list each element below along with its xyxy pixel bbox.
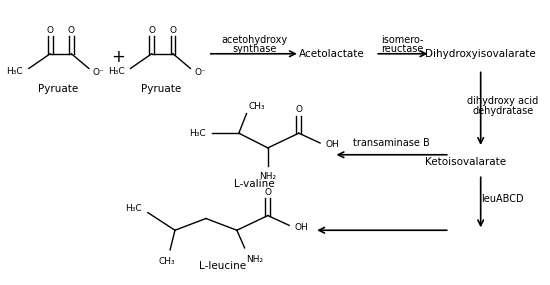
Text: NH₂: NH₂ xyxy=(246,255,263,264)
Text: H₃C: H₃C xyxy=(7,67,23,76)
Text: L-valine: L-valine xyxy=(234,179,274,189)
Text: CH₃: CH₃ xyxy=(249,102,265,111)
Text: leuABCD: leuABCD xyxy=(482,194,524,204)
Text: Dihydroxyisovalarate: Dihydroxyisovalarate xyxy=(425,49,536,59)
Text: O: O xyxy=(295,105,303,114)
Text: Pyruate: Pyruate xyxy=(38,84,78,94)
Text: NH₂: NH₂ xyxy=(259,172,277,182)
Text: Ketoisovalarate: Ketoisovalarate xyxy=(425,157,506,167)
Text: H₃C: H₃C xyxy=(108,67,125,76)
Text: acetohydroxy: acetohydroxy xyxy=(221,35,287,45)
Text: reuctase: reuctase xyxy=(381,44,424,54)
Text: dihydroxy acid: dihydroxy acid xyxy=(468,96,538,106)
Text: O: O xyxy=(47,26,54,35)
Text: H₃C: H₃C xyxy=(125,204,142,213)
Text: O⁻: O⁻ xyxy=(194,68,206,77)
Text: dehydratase: dehydratase xyxy=(472,106,534,116)
Text: +: + xyxy=(111,48,125,66)
Text: O: O xyxy=(169,26,177,35)
Text: synthase: synthase xyxy=(232,44,277,54)
Text: Acetolactate: Acetolactate xyxy=(299,49,365,59)
Text: O: O xyxy=(265,188,271,197)
Text: L-leucine: L-leucine xyxy=(199,260,246,270)
Text: H₃C: H₃C xyxy=(189,129,206,138)
Text: isomero-: isomero- xyxy=(381,35,424,45)
Text: CH₃: CH₃ xyxy=(159,257,175,266)
Text: O: O xyxy=(68,26,75,35)
Text: O: O xyxy=(148,26,155,35)
Text: O⁻: O⁻ xyxy=(93,68,104,77)
Text: transaminase B: transaminase B xyxy=(353,138,430,148)
Text: OH: OH xyxy=(326,141,340,149)
Text: OH: OH xyxy=(295,223,309,232)
Text: Pyruate: Pyruate xyxy=(141,84,182,94)
